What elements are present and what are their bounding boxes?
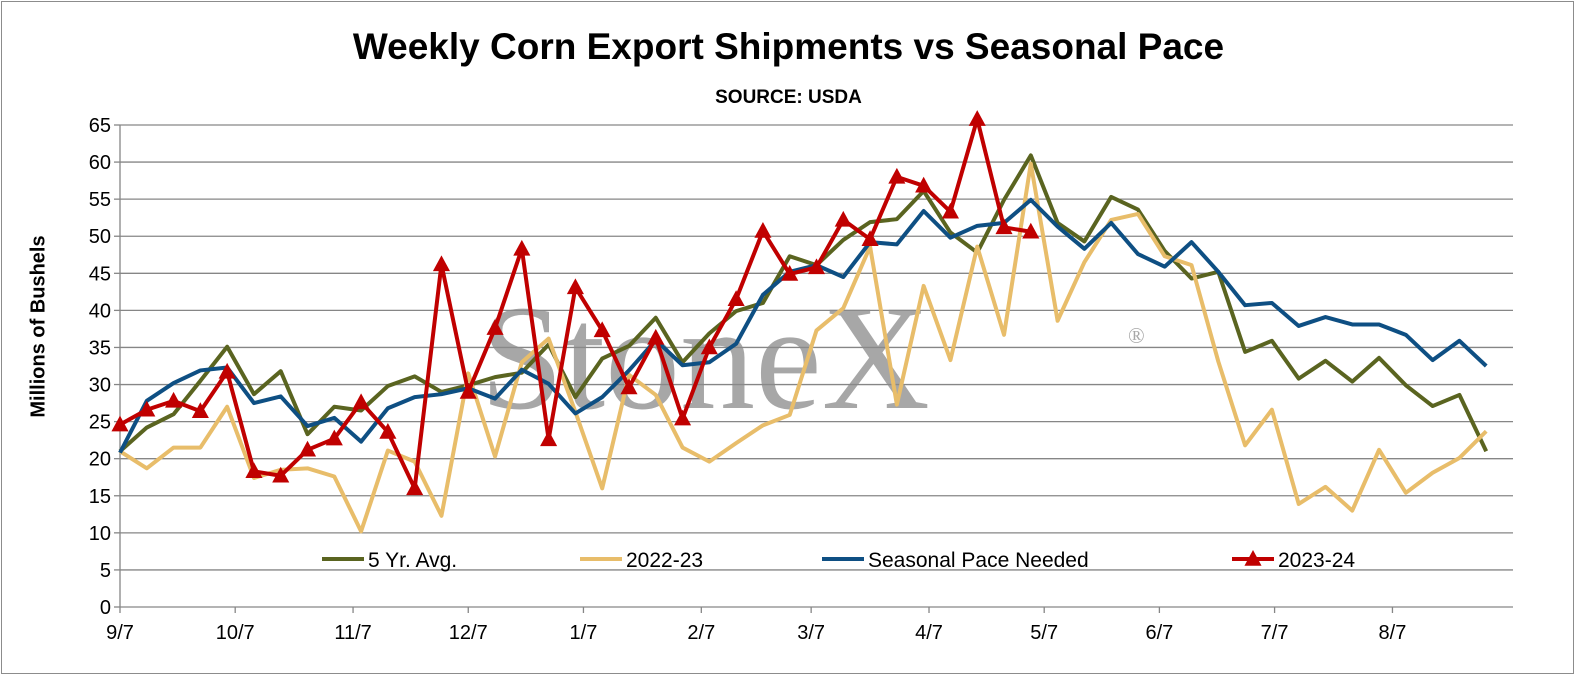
- data-point-marker: [191, 402, 209, 418]
- data-point-marker: [647, 328, 665, 345]
- data-point-marker: [513, 239, 531, 256]
- data-point-marker: [727, 290, 745, 307]
- chart-title: Weekly Corn Export Shipments vs Seasonal…: [352, 26, 1225, 67]
- y-tick-label: 10: [89, 523, 111, 545]
- data-point-marker: [459, 382, 477, 399]
- axes: [114, 124, 1513, 613]
- y-tick-label: 15: [89, 486, 111, 508]
- series-line: [118, 197, 1488, 454]
- data-point-marker: [700, 338, 718, 355]
- y-tick-labels: 0 5 10 15 20 25 30 35 40 45 50 55 60 65: [89, 115, 111, 619]
- y-tick-label: 0: [100, 597, 111, 619]
- data-point-marker: [138, 400, 156, 417]
- x-tick-label: 5/7: [1030, 622, 1058, 644]
- data-point-marker: [754, 222, 772, 238]
- data-point-marker: [888, 167, 906, 184]
- series-2023-24: [111, 110, 1040, 496]
- series-2022-23: [118, 161, 1488, 534]
- y-tick-label: 40: [89, 300, 111, 322]
- watermark-registered-mark: ®: [1128, 323, 1145, 348]
- legend-entry: 5 Yr. Avg.: [322, 549, 457, 572]
- legend-entry: 2023-24: [1232, 549, 1355, 572]
- x-tick-label: 8/7: [1379, 622, 1407, 644]
- x-tick-label: 10/7: [216, 622, 255, 644]
- data-point-marker: [620, 378, 638, 395]
- data-point-marker: [352, 393, 370, 410]
- x-tick-label: 6/7: [1145, 622, 1173, 644]
- data-point-marker: [432, 255, 451, 272]
- series-line: [118, 153, 1489, 453]
- data-point-marker: [781, 265, 799, 281]
- y-tick-label: 5: [100, 560, 111, 582]
- x-tick-label: 7/7: [1261, 622, 1289, 644]
- data-point-marker: [995, 218, 1013, 235]
- y-tick-label: 55: [89, 189, 111, 211]
- data-point-marker: [1022, 222, 1040, 239]
- data-point-marker: [272, 466, 290, 483]
- data-point-marker: [165, 391, 183, 408]
- data-point-marker: [406, 479, 424, 496]
- data-point-marker: [218, 362, 236, 379]
- legend-label: 5 Yr. Avg.: [368, 549, 457, 572]
- y-tick-label: 35: [89, 337, 111, 359]
- data-point-marker: [674, 409, 692, 426]
- data-point-marker: [593, 321, 611, 338]
- data-point-marker: [111, 415, 129, 432]
- data-point-marker: [861, 230, 879, 246]
- series-lines: [111, 110, 1489, 534]
- series-seasonal-pace-needed: [118, 197, 1488, 454]
- legend-marker: [1244, 550, 1262, 566]
- data-point-marker: [540, 430, 558, 447]
- y-tick-label: 25: [89, 412, 111, 434]
- x-tick-label: 12/7: [449, 622, 488, 644]
- legend-label: 2022-23: [626, 549, 703, 572]
- data-point-marker: [325, 429, 343, 446]
- x-tick-label: 9/7: [106, 622, 134, 644]
- x-tick-label: 4/7: [915, 622, 943, 644]
- data-point-marker: [486, 319, 504, 335]
- legend-label: 2023-24: [1278, 549, 1355, 572]
- data-point-marker: [915, 176, 933, 193]
- y-tick-label: 65: [89, 115, 111, 137]
- x-tick-labels: 9/7 10/7 11/7 12/7 1/7 2/7 3/7 4/7 5/7 6/7 7/7 8/7: [106, 622, 1406, 644]
- x-tick-label: 3/7: [797, 622, 825, 644]
- y-tick-label: 20: [89, 449, 111, 471]
- data-point-marker: [245, 462, 263, 479]
- y-tick-label: 30: [89, 375, 111, 397]
- chart-subtitle: SOURCE: USDA: [715, 87, 862, 108]
- y-tick-label: 60: [89, 152, 111, 174]
- data-point-marker: [941, 202, 959, 219]
- y-tick-label: 50: [89, 226, 111, 248]
- x-tick-label: 11/7: [334, 622, 371, 644]
- data-point-marker: [379, 422, 397, 439]
- data-point-marker: [298, 440, 317, 457]
- stonex-watermark: StoneX ®: [480, 275, 1145, 441]
- y-tick-label: 45: [89, 263, 111, 285]
- x-tick-label: 2/7: [687, 622, 715, 644]
- data-point-marker: [807, 258, 826, 275]
- legend-entry: 2022-23: [580, 549, 703, 572]
- data-point-marker: [834, 210, 852, 227]
- data-point-marker: [566, 278, 584, 295]
- legend-label: Seasonal Pace Needed: [868, 549, 1089, 572]
- legend: 5 Yr. Avg. 2022-23 Seasonal Pace Needed 202…: [322, 549, 1355, 572]
- data-point-marker: [968, 110, 986, 126]
- legend-entry: Seasonal Pace Needed: [822, 549, 1089, 572]
- x-tick-label: 1/7: [570, 622, 598, 644]
- series-5-yr-avg-: [118, 153, 1489, 453]
- series-line: [118, 161, 1488, 534]
